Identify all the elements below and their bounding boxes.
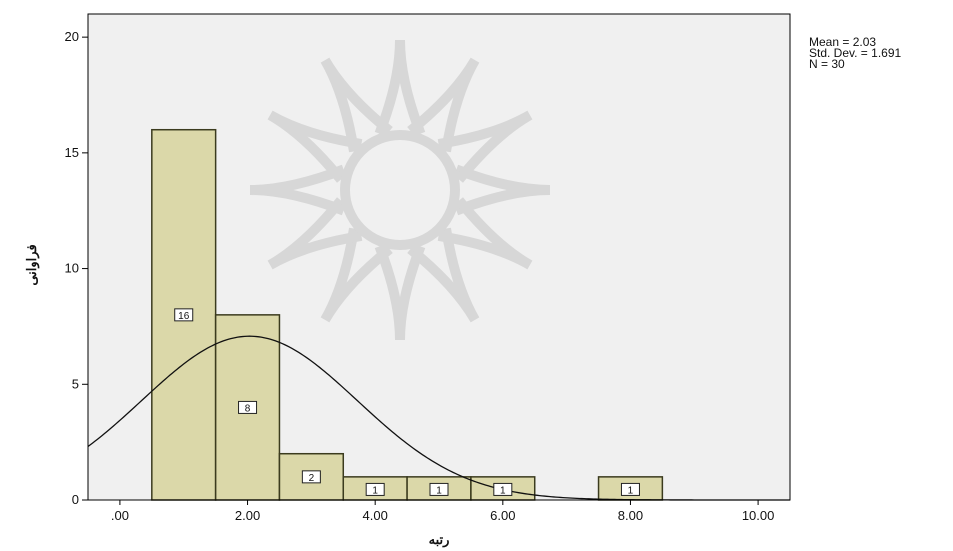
y-tick-label: 5 [72, 376, 79, 391]
bar-count-label: 1 [372, 485, 378, 496]
bar-count-label: 16 [178, 311, 190, 322]
x-tick-label: 2.00 [235, 508, 260, 523]
bar-label-box [174, 308, 194, 322]
y-tick-label: 15 [65, 145, 79, 160]
histogram-bar [151, 128, 217, 501]
x-axis: .00 2.00 4.00 6.00 8.00 10.00 [88, 499, 790, 523]
x-tick-label: 4.00 [363, 508, 388, 523]
y-tick-label: 0 [72, 492, 79, 507]
stat-std-dev: Std. Dev. = 1.691 [809, 46, 902, 60]
bar-count-label: 8 [245, 403, 251, 414]
watermark-petal [249, 164, 346, 216]
x-tick-label: 10.00 [742, 508, 775, 523]
watermark-petal [407, 57, 480, 153]
watermark-ring [340, 130, 460, 250]
bar-label-box [301, 470, 321, 484]
y-axis: 0 5 10 15 20 [65, 14, 89, 507]
x-axis-label: رتبه [429, 532, 450, 548]
bar-label-box [238, 400, 258, 414]
bar-label-box [493, 482, 513, 496]
watermark-petal [320, 57, 393, 153]
statistics-box: Mean = 2.03 Std. Dev. = 1.691 N = 30 [809, 35, 902, 71]
stat-mean: Mean = 2.03 [809, 35, 877, 49]
watermark-petal [454, 164, 551, 216]
bar-label-box [620, 482, 640, 496]
bar-count-label: 1 [500, 485, 506, 496]
bars-group [151, 128, 664, 501]
bar-labels-group: 16 8 2 1 1 1 1 [174, 308, 640, 496]
bar-label-box [429, 482, 449, 496]
bar-count-label: 1 [628, 485, 634, 496]
bar-count-label: 1 [436, 485, 442, 496]
bar-count-label: 2 [309, 473, 315, 484]
watermark-petal [374, 39, 426, 136]
x-tick-label: 6.00 [490, 508, 515, 523]
y-axis-label: فراوانی [24, 244, 40, 285]
watermark-petal [374, 244, 426, 341]
y-tick-label: 20 [65, 29, 79, 44]
y-tick-label: 10 [65, 261, 79, 276]
bar-label-box [365, 482, 385, 496]
x-tick-label: .00 [111, 508, 129, 523]
stat-n: N = 30 [809, 57, 845, 71]
x-tick-label: 8.00 [618, 508, 643, 523]
